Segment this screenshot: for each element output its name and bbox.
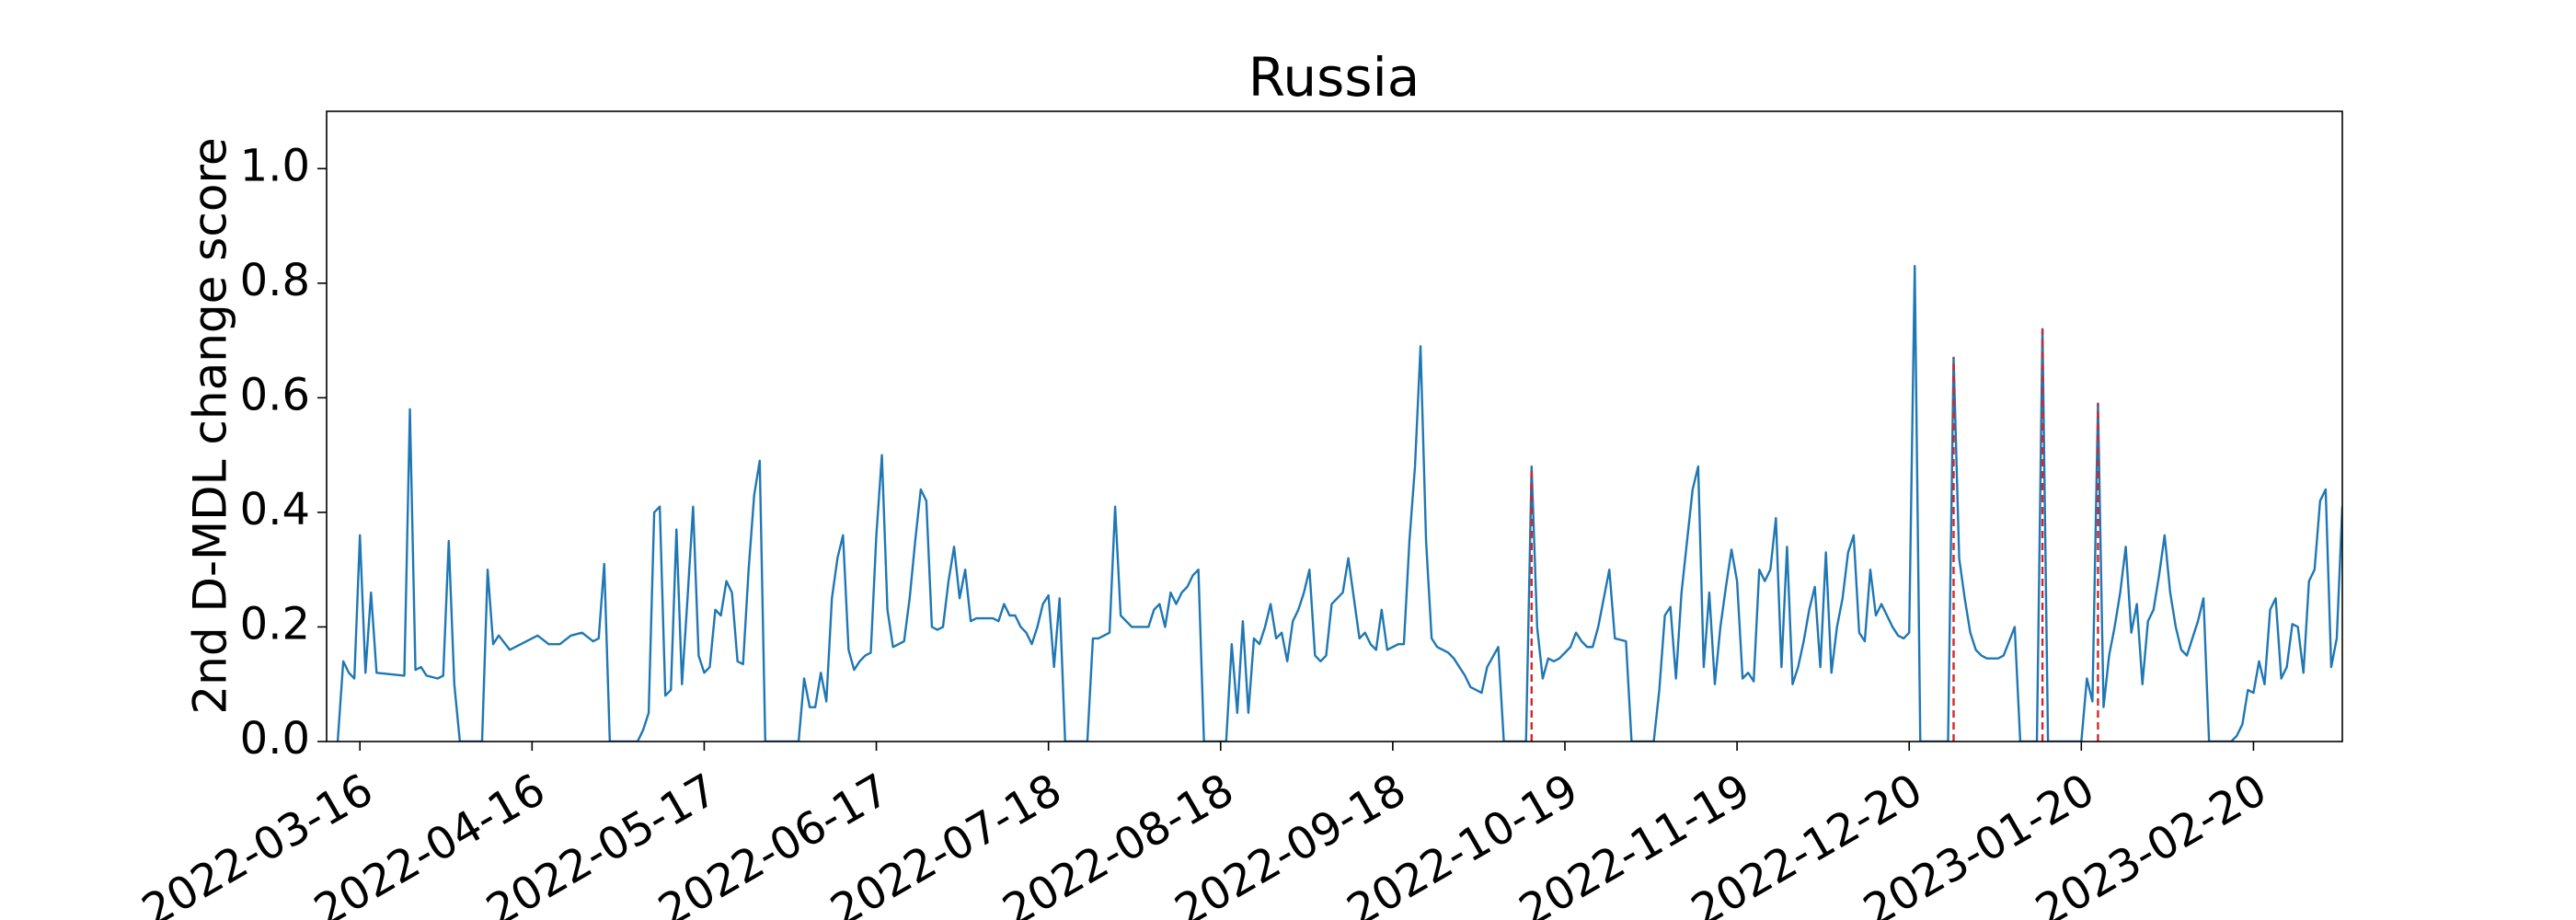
y-tick-label: 0.8 (240, 255, 310, 306)
plot-frame (326, 110, 2343, 742)
chart-title: Russia (1248, 46, 1420, 109)
y-axis-label: 2nd D-MDL change score (184, 137, 237, 714)
y-tick-label: 0.4 (240, 484, 310, 535)
y-tick-label: 0.6 (240, 369, 310, 420)
y-tick-label: 0.2 (240, 598, 310, 650)
y-tick-label: 1.0 (240, 140, 310, 191)
y-tick-label: 0.0 (240, 713, 310, 765)
data-line (336, 264, 2342, 742)
